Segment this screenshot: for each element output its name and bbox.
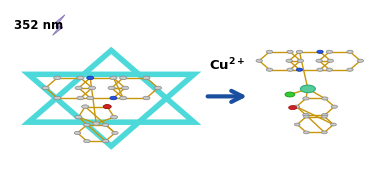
Circle shape xyxy=(321,97,328,100)
Circle shape xyxy=(86,76,94,80)
Circle shape xyxy=(143,76,150,80)
Text: 352 nm: 352 nm xyxy=(14,19,63,32)
Circle shape xyxy=(120,96,127,100)
Circle shape xyxy=(331,123,337,126)
Circle shape xyxy=(303,97,309,100)
Circle shape xyxy=(327,59,334,62)
Circle shape xyxy=(102,123,109,126)
Circle shape xyxy=(112,131,118,135)
Circle shape xyxy=(347,68,353,71)
Circle shape xyxy=(83,123,90,126)
Circle shape xyxy=(54,96,61,100)
Circle shape xyxy=(104,105,111,108)
Circle shape xyxy=(120,76,127,80)
Circle shape xyxy=(155,86,162,90)
Circle shape xyxy=(88,86,96,90)
Circle shape xyxy=(111,115,118,119)
Circle shape xyxy=(331,105,338,108)
Circle shape xyxy=(256,59,262,62)
Circle shape xyxy=(296,50,303,53)
Circle shape xyxy=(297,59,303,62)
Circle shape xyxy=(82,105,89,108)
Circle shape xyxy=(110,76,117,80)
Circle shape xyxy=(303,115,309,118)
Circle shape xyxy=(86,96,94,100)
Circle shape xyxy=(347,50,353,53)
Circle shape xyxy=(296,68,303,71)
Circle shape xyxy=(303,113,309,116)
Circle shape xyxy=(54,76,61,80)
Circle shape xyxy=(83,139,90,143)
Circle shape xyxy=(77,96,84,100)
Circle shape xyxy=(321,115,327,118)
Circle shape xyxy=(287,50,293,53)
Circle shape xyxy=(317,68,323,71)
Polygon shape xyxy=(53,15,65,35)
Circle shape xyxy=(300,85,315,93)
Circle shape xyxy=(286,59,292,62)
Circle shape xyxy=(266,68,273,71)
Circle shape xyxy=(121,86,129,90)
Circle shape xyxy=(316,59,322,62)
Circle shape xyxy=(321,131,327,134)
Circle shape xyxy=(326,50,333,53)
Circle shape xyxy=(102,139,109,143)
Circle shape xyxy=(74,131,81,135)
Circle shape xyxy=(143,96,150,100)
Circle shape xyxy=(285,92,295,97)
Circle shape xyxy=(42,86,49,90)
Circle shape xyxy=(289,106,297,110)
Circle shape xyxy=(321,113,328,116)
Circle shape xyxy=(317,50,323,53)
Circle shape xyxy=(293,105,300,108)
Text: $\mathbf{Cu^{2+}}$: $\mathbf{Cu^{2+}}$ xyxy=(209,56,246,73)
Circle shape xyxy=(287,68,293,71)
Circle shape xyxy=(103,105,111,109)
Circle shape xyxy=(266,50,273,53)
Circle shape xyxy=(77,76,84,80)
Circle shape xyxy=(75,86,82,90)
Circle shape xyxy=(294,123,300,126)
Circle shape xyxy=(75,115,82,119)
Circle shape xyxy=(357,59,364,62)
Circle shape xyxy=(110,96,117,100)
Circle shape xyxy=(303,131,309,134)
Circle shape xyxy=(326,68,333,71)
Circle shape xyxy=(108,86,115,90)
Circle shape xyxy=(92,122,100,125)
